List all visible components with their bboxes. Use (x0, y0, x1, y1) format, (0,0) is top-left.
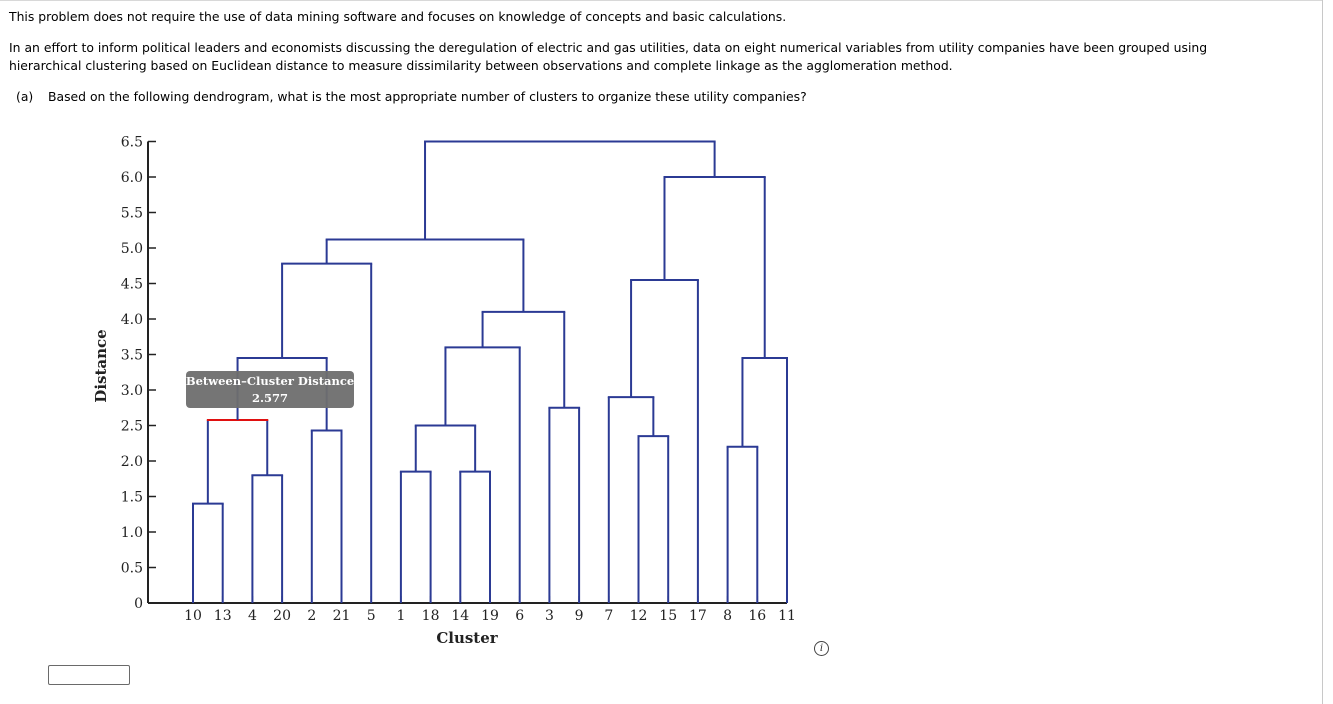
x-tick-label: 11 (778, 608, 796, 624)
y-tick-label: 2.5 (121, 419, 143, 435)
x-tick-label: 15 (659, 608, 677, 624)
x-tick-label: 9 (575, 608, 584, 624)
y-tick-label: 3.5 (121, 348, 143, 364)
y-tick-label: 5.0 (121, 241, 143, 257)
y-tick-label: 4.0 (121, 312, 143, 328)
x-tick-label: 1 (396, 608, 405, 624)
x-tick-label: 13 (214, 608, 232, 624)
x-tick-label: 2 (307, 608, 316, 624)
y-tick-label: 5.5 (121, 206, 143, 222)
info-icon[interactable]: i (814, 641, 829, 656)
y-tick-label: 1.5 (121, 490, 143, 506)
x-tick-label: 18 (422, 608, 440, 624)
problem-context-line2: hierarchical clustering based on Euclide… (9, 58, 953, 73)
y-tick-label: 4.5 (121, 277, 143, 293)
y-tick-label: 1.0 (121, 525, 143, 541)
problem-intro: This problem does not require the use of… (9, 9, 787, 24)
x-tick-label: 16 (748, 608, 766, 624)
x-tick-label: 10 (184, 608, 202, 624)
x-tick-label: 20 (273, 608, 291, 624)
problem-context-line1: In an effort to inform political leaders… (9, 40, 1208, 55)
tooltip-box (186, 371, 354, 408)
question-text: Based on the following dendrogram, what … (48, 89, 807, 104)
x-tick-label: 17 (689, 608, 707, 624)
x-tick-label: 8 (723, 608, 732, 624)
y-tick-label: 6.0 (121, 170, 143, 186)
y-tick-label: 6.5 (121, 135, 143, 151)
y-tick-label: 0 (134, 596, 143, 612)
x-axis-title: Cluster (436, 629, 498, 647)
page-right-border (1322, 0, 1323, 704)
x-tick-label: 12 (630, 608, 648, 624)
y-tick-label: 3.0 (121, 383, 143, 399)
y-tick-label: 0.5 (121, 561, 143, 577)
tooltip-value: 2.577 (252, 391, 288, 405)
x-tick-label: 7 (604, 608, 613, 624)
x-tick-label: 5 (367, 608, 376, 624)
question-a: (a) Based on the following dendrogram, wh… (16, 88, 807, 106)
x-tick-label: 14 (451, 608, 469, 624)
y-axis-title: Distance (92, 329, 110, 402)
page-top-border (0, 0, 1322, 1)
x-tick-label: 19 (481, 608, 499, 624)
answer-input[interactable] (48, 665, 130, 685)
question-label: (a) (16, 89, 34, 104)
tooltip-title: Between–Cluster Distance (186, 374, 354, 388)
x-tick-label: 4 (248, 608, 257, 624)
y-tick-label: 2.0 (121, 454, 143, 470)
x-tick-label: 3 (545, 608, 554, 624)
x-tick-label: 6 (515, 608, 524, 624)
x-tick-label: 21 (333, 608, 351, 624)
